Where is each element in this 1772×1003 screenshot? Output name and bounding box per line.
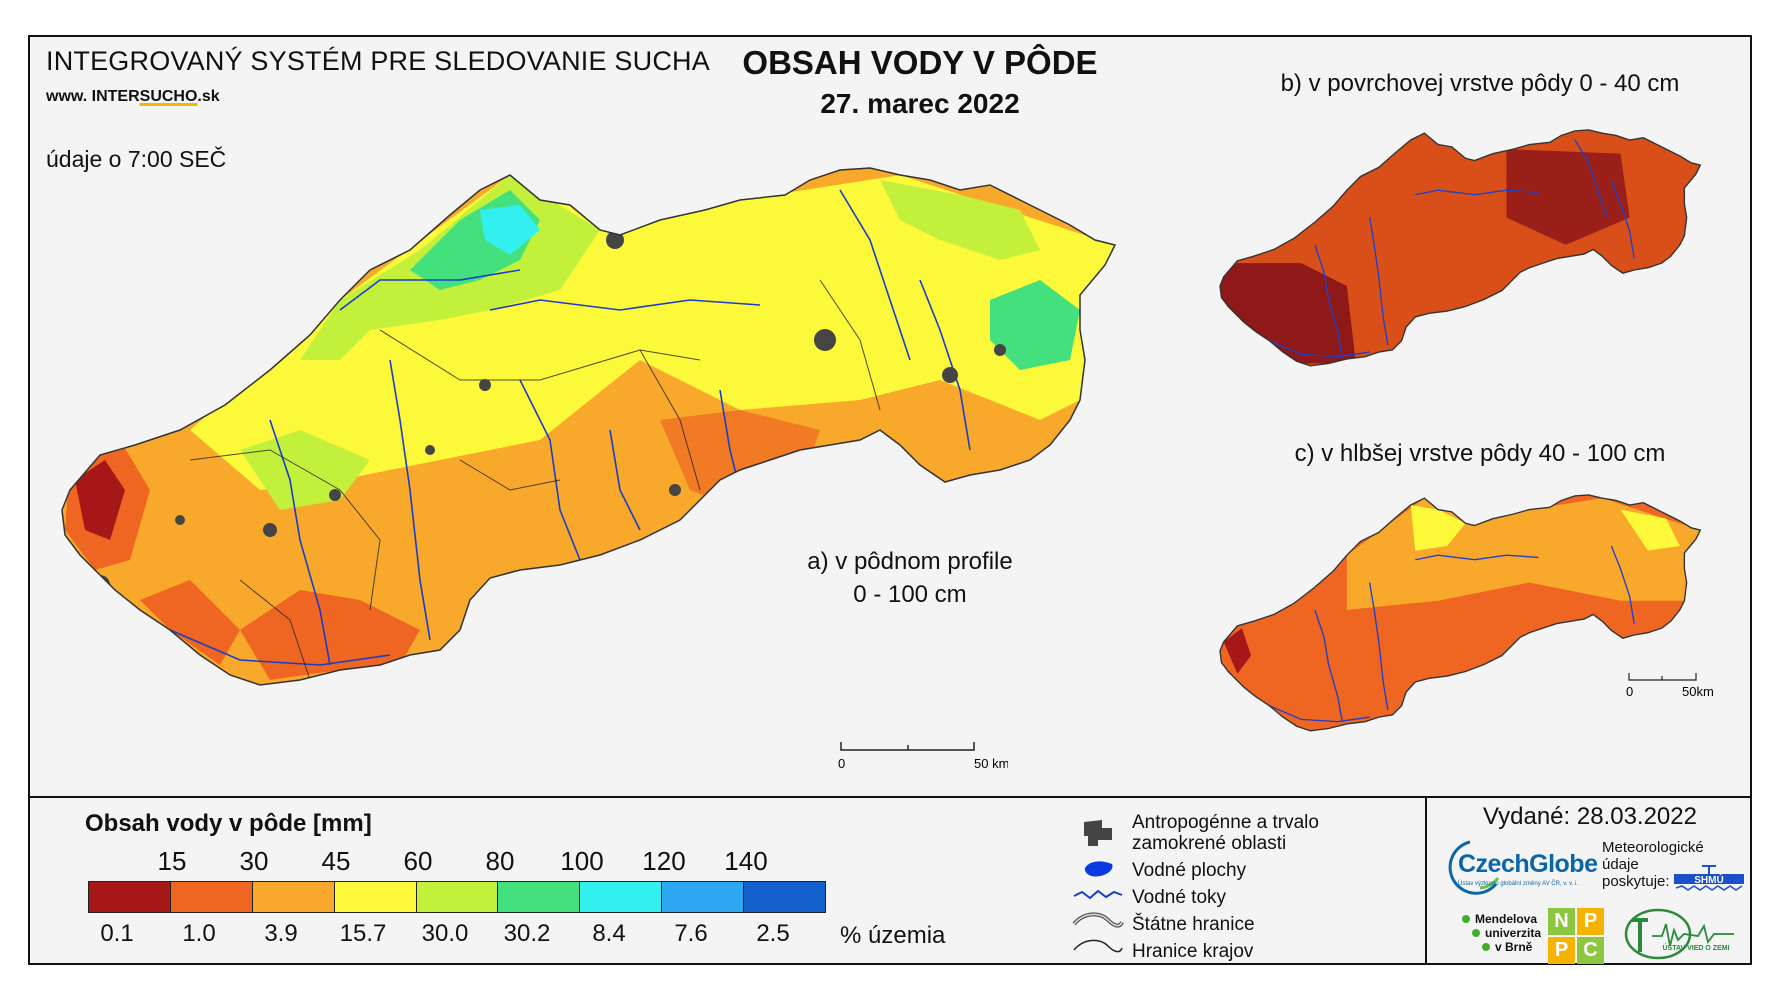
legend-color-bar: [88, 881, 826, 913]
czechglobe-logo[interactable]: CzechGlobe Ústav výzkumu globální změny …: [1440, 838, 1600, 896]
legend-swatch: [89, 882, 171, 912]
legend-threshold: 45: [321, 846, 351, 876]
legend-percent: 15.7: [339, 920, 387, 947]
legend-threshold: 80: [485, 846, 515, 876]
legend-threshold: 100: [560, 846, 604, 876]
map-date: 27. marec 2022: [820, 88, 1020, 119]
website-link[interactable]: www. INTERSUCHO.sk: [46, 88, 220, 105]
scale-bar-main: 0 50 km: [838, 742, 1008, 771]
legend-percent: 30.0: [421, 920, 469, 947]
npc-letter: P: [1548, 937, 1575, 964]
npc-logo[interactable]: N P P C: [1548, 908, 1604, 964]
map-b-label: b) v povrchovej vrstve pôdy 0 - 40 cm: [1280, 70, 1680, 97]
symbol-water-bodies-label: Vodné plochy: [1132, 860, 1247, 881]
shmu-logo[interactable]: SHMÚ: [1672, 864, 1746, 894]
legend-threshold: 60: [403, 846, 433, 876]
legend-percent: 0.1: [100, 920, 134, 947]
water-stream-icon: [1073, 889, 1123, 900]
legend-swatch: [662, 882, 745, 912]
earth-science-institute-name: ÚSTAV VIED O ZEMI: [1662, 943, 1729, 952]
legend-swatch: [580, 882, 663, 912]
main-title: OBSAH VODY V PÔDE: [742, 44, 1098, 81]
symbol-state-border-label: Štátne hranice: [1132, 914, 1255, 935]
legend-percent: 8.4: [592, 920, 626, 947]
czechglobe-name: CzechGlobe: [1458, 850, 1598, 878]
mendel-dot-icon: [1472, 929, 1480, 937]
map-a-label: a) v pôdnom profile 0 - 100 cm: [807, 548, 1013, 608]
map-c-slovakia: [1219, 494, 1702, 732]
legend-percent: 1.0: [182, 920, 216, 947]
mendel-dot-icon: [1462, 915, 1470, 923]
symbol-anthropogenic-label: Antropogénne a trvalo zamokrené oblasti: [1132, 812, 1319, 854]
meteo-provider-label: Meteorologické údaje poskytuje:: [1602, 839, 1704, 890]
symbol-region-border-label: Hranice krajov: [1132, 941, 1254, 962]
observation-time: údaje o 7:00 SEČ: [46, 146, 227, 172]
legend-threshold: 30: [239, 846, 269, 876]
legend-percent: 30.2: [503, 920, 551, 947]
scale-main-end: 50 km: [974, 756, 1008, 771]
earth-science-institute-logo[interactable]: ÚSTAV VIED O ZEMI: [1618, 906, 1738, 966]
legend-threshold: 140: [724, 846, 768, 876]
legend-percent-unit: % územia: [840, 922, 946, 949]
scale-main-start: 0: [838, 756, 845, 771]
map-c-label: c) v hlbšej vrstve pôdy 40 - 100 cm: [1294, 440, 1666, 467]
legend-threshold: 15: [157, 846, 187, 876]
map-a-slovakia: [61, 167, 1117, 686]
legend-swatch: [334, 882, 417, 912]
legend-swatch: [416, 882, 499, 912]
legend-divider: [30, 796, 1750, 798]
legend-swatch: [252, 882, 335, 912]
state-border-icon: [1072, 912, 1124, 928]
scale-bar-small: 0 50km: [1626, 673, 1714, 699]
npc-letter: P: [1577, 908, 1604, 935]
legend-swatch: [498, 882, 581, 912]
symbol-streams-label: Vodné toky: [1132, 887, 1227, 908]
anthropogenic-area-icon: [1084, 820, 1112, 846]
legend-percent: 3.9: [264, 920, 298, 947]
legend-percent: 2.5: [756, 920, 790, 947]
legend-threshold: 120: [642, 846, 686, 876]
water-body-icon: [1084, 861, 1113, 877]
czechglobe-subtitle: Ústav výzkumu globální změny AV ČR, v. v…: [1458, 881, 1579, 887]
shmu-logo-text: SHMÚ: [1694, 873, 1723, 886]
legend-percent: 7.6: [674, 920, 708, 947]
mendel-dot-icon: [1482, 943, 1490, 951]
legend-title: Obsah vody v pôde [mm]: [85, 810, 372, 837]
region-border-icon: [1073, 939, 1123, 953]
legend-swatch: [744, 882, 826, 912]
map-b-slovakia: [1219, 129, 1702, 367]
system-title: INTEGROVANÝ SYSTÉM PRE SLEDOVANIE SUCHA: [46, 46, 710, 76]
issued-date: Vydané: 28.03.2022: [1483, 803, 1697, 830]
scale-small-end: 50km: [1682, 684, 1714, 699]
legend-swatch: [170, 882, 253, 912]
czechglobe-arc-icon: [1448, 840, 1500, 895]
npc-letter: C: [1577, 937, 1604, 964]
footer-divider: [1425, 796, 1427, 963]
mendel-university-logo[interactable]: Mendelova univerzita v Brně: [1462, 912, 1541, 954]
npc-letter: N: [1548, 908, 1575, 935]
scale-small-start: 0: [1626, 684, 1633, 699]
